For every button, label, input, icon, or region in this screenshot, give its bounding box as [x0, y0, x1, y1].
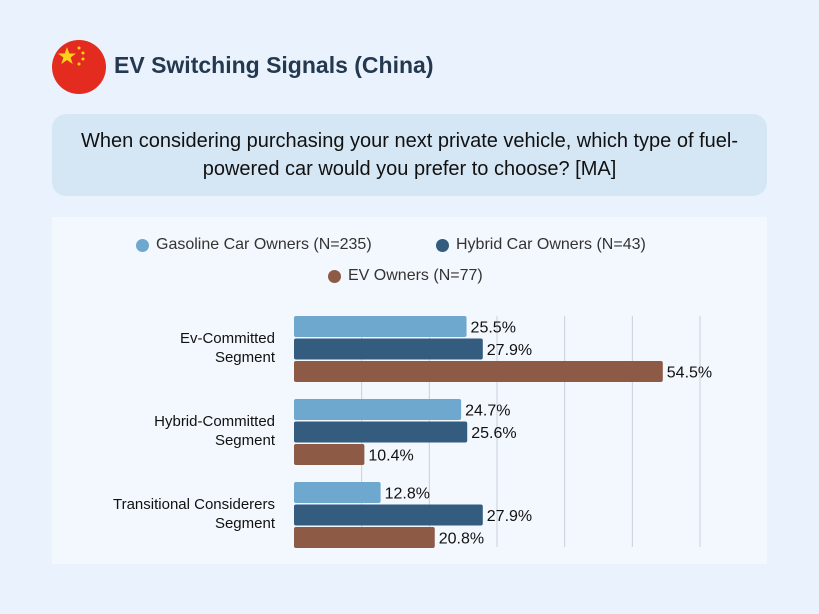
- bar: [294, 316, 467, 337]
- data-label: 25.6%: [471, 425, 516, 442]
- bar: [294, 361, 663, 382]
- china-flag-icon: [52, 40, 106, 94]
- legend-swatch: [328, 269, 341, 283]
- data-label: 20.8%: [439, 531, 484, 548]
- legend-item-hybrid: Hybrid Car Owners (N=43): [436, 236, 646, 254]
- bar: [294, 399, 462, 420]
- legend-label: Gasoline Car Owners (N=235): [156, 236, 372, 253]
- bar: [294, 444, 365, 465]
- bar: [294, 527, 435, 548]
- question-box: When considering purchasing your next pr…: [52, 114, 767, 196]
- data-label: 27.9%: [487, 508, 532, 525]
- legend-label: EV Owners (N=77): [348, 267, 483, 284]
- data-label: 24.7%: [465, 403, 510, 420]
- category-label: Hybrid-Committed Segment: [154, 413, 275, 449]
- data-label: 54.5%: [667, 365, 712, 382]
- legend-item-ev: EV Owners (N=77): [328, 267, 483, 285]
- bar: [294, 482, 381, 503]
- legend-swatch: [436, 238, 449, 252]
- page-title: EV Switching Signals (China): [114, 52, 434, 78]
- bar: [294, 504, 483, 526]
- category-label: Transitional Considerers Segment: [112, 496, 275, 532]
- question-text: When considering purchasing your next pr…: [80, 130, 738, 180]
- legend-label: Hybrid Car Owners (N=43): [456, 236, 646, 253]
- data-label: 12.8%: [385, 486, 430, 503]
- legend-item-gasoline: Gasoline Car Owners (N=235): [136, 236, 372, 254]
- data-label: 10.4%: [368, 448, 413, 465]
- bar: [294, 421, 468, 443]
- bar: [294, 338, 483, 360]
- category-label: Ev-Committed Segment: [179, 330, 275, 366]
- legend-swatch: [136, 238, 149, 252]
- data-label: 25.5%: [471, 320, 516, 337]
- data-label: 27.9%: [487, 342, 532, 359]
